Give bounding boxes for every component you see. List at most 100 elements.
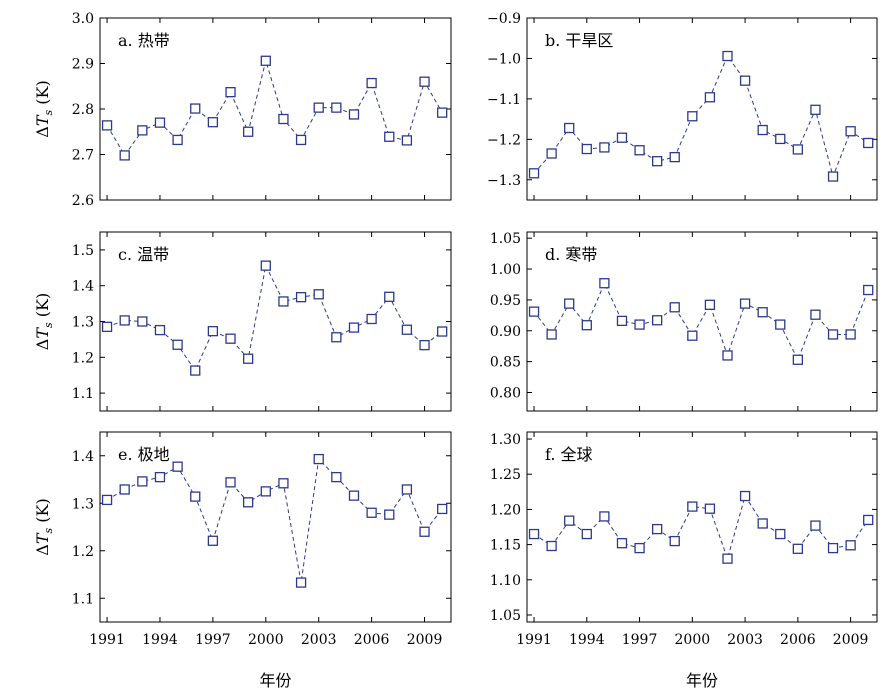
data-point: [652, 523, 663, 535]
data-point: [313, 453, 324, 465]
series-line: [106, 264, 443, 372]
plot-frame: [526, 231, 878, 412]
x-tick-label: 2000: [248, 632, 284, 648]
data-point: [384, 291, 395, 302]
data-point: [827, 542, 839, 554]
data-point: [278, 296, 289, 307]
data-point: [564, 515, 575, 526]
panel-label: a. 热带: [118, 31, 170, 50]
data-point: [419, 526, 430, 537]
data-point: [616, 132, 628, 143]
y-tick-label: 2.8: [72, 102, 94, 118]
data-point: [669, 151, 680, 163]
data-point: [419, 76, 430, 87]
data-point: [154, 117, 166, 128]
data-point: [243, 353, 254, 364]
data-point: [119, 315, 130, 326]
data-point: [172, 134, 183, 146]
data-point: [260, 260, 271, 271]
data-point: [295, 134, 307, 146]
y-tick-label: −1.2: [487, 132, 521, 148]
data-point: [845, 329, 856, 340]
x-tick-label: 1997: [195, 632, 231, 648]
data-point: [687, 111, 698, 122]
data-point: [401, 484, 413, 495]
data-point: [652, 156, 663, 167]
data-point: [792, 543, 804, 554]
y-tick-label: 1.1: [72, 386, 94, 402]
x-tick-label: 1997: [622, 632, 658, 648]
y-tick-label: 1.3: [72, 315, 94, 331]
x-tick-label: 2000: [675, 632, 711, 648]
data-point: [101, 120, 113, 131]
data-point: [564, 122, 575, 134]
panel-d: 1.05 1.00 0.95 0.90 0.85 0.80 d. 寒带: [490, 231, 878, 412]
y-tick-label: 1.00: [490, 262, 521, 278]
data-point: [810, 520, 821, 531]
data-point: [810, 309, 821, 320]
data-point: [599, 278, 610, 289]
y-tick-label: 1.5: [72, 243, 94, 259]
y-tick-label: 1.20: [490, 502, 521, 518]
data-point: [278, 113, 289, 125]
x-tick-label: 1991: [516, 632, 552, 648]
data-point: [348, 490, 360, 501]
x-tick-label: 1991: [89, 632, 125, 648]
data-point: [366, 77, 377, 89]
data-point: [827, 171, 839, 182]
y-tick-label: 1.05: [490, 608, 521, 624]
data-point: [137, 476, 148, 487]
data-point: [704, 299, 716, 310]
series-line: [533, 281, 869, 362]
data-point: [634, 542, 645, 554]
data-point: [546, 329, 557, 340]
data-point: [278, 478, 289, 489]
y-tick-label: 0.80: [490, 385, 521, 401]
data-point: [581, 143, 592, 155]
data-point: [687, 330, 698, 341]
data-point: [634, 319, 645, 330]
x-tick-label: 2006: [780, 632, 816, 648]
data-point: [384, 131, 395, 142]
data-point: [207, 326, 219, 337]
data-point: [243, 497, 254, 508]
data-point: [863, 284, 874, 296]
x-tick-label: 2006: [354, 632, 390, 648]
data-point: [792, 144, 804, 155]
data-point: [331, 471, 342, 483]
data-point: [366, 313, 377, 325]
y-tick-label: 3.0: [72, 11, 94, 27]
data-point: [528, 306, 540, 317]
data-point: [757, 124, 768, 136]
y-axis-title: ΔTs (K): [33, 498, 55, 555]
x-tick-label: 1994: [142, 632, 178, 648]
panel-e: 1.4 1.3 1.2 1.1 1991 1994 1997 2000 2003 2006 2009…: [33, 431, 452, 690]
data-point: [437, 326, 448, 337]
panel-label: e. 极地: [118, 445, 170, 464]
x-axis-title: 年份: [686, 671, 718, 690]
data-point: [190, 491, 201, 502]
data-point: [599, 511, 610, 522]
data-point: [739, 75, 751, 86]
data-point: [384, 509, 395, 520]
plot-frame: [526, 431, 878, 623]
data-point: [154, 324, 166, 336]
data-point: [775, 528, 786, 540]
y-tick-label: 1.05: [490, 231, 521, 247]
data-point: [260, 55, 271, 66]
data-point: [722, 50, 733, 62]
panel-c: 1.5 1.4 1.3 1.2 1.1 c. 温带 ΔTs (K): [33, 231, 452, 412]
data-point: [119, 484, 130, 495]
y-tick-label: −1.3: [487, 173, 521, 189]
panel-b: −0.9 −1.0 −1.1 −1.2 −1.3 b. 干旱区: [487, 11, 878, 201]
y-axis-title: ΔTs (K): [33, 80, 55, 137]
data-point: [331, 332, 342, 343]
y-tick-label: −1.0: [487, 51, 521, 67]
y-tick-label: −1.1: [487, 92, 521, 108]
data-point: [669, 535, 680, 547]
data-point: [190, 103, 201, 114]
data-point: [295, 292, 307, 303]
data-point: [401, 135, 413, 146]
data-point: [845, 540, 856, 551]
